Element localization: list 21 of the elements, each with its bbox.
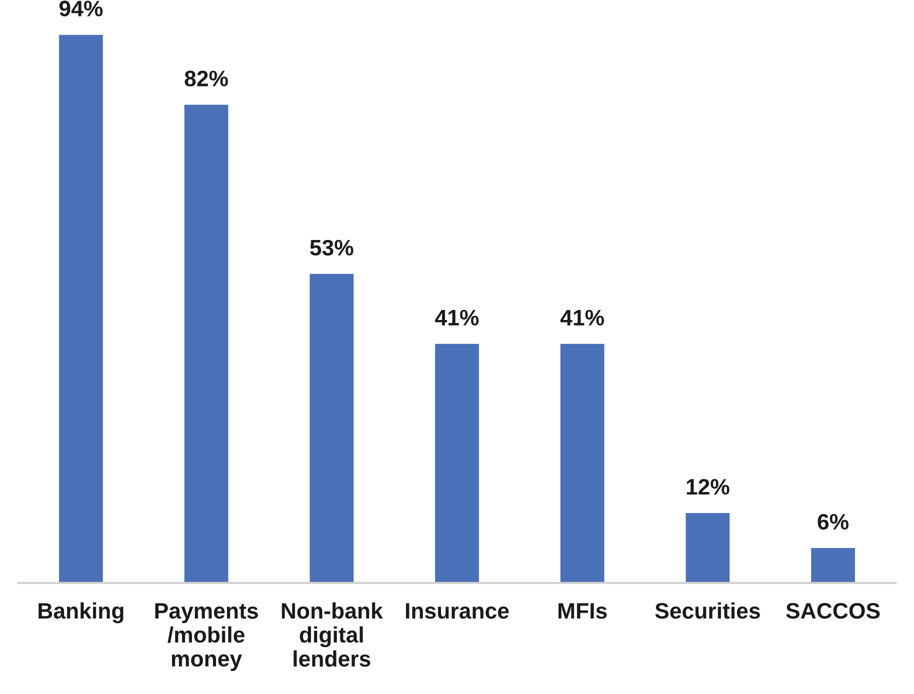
data-label: 82% (184, 70, 228, 86)
x-tick-label: Banking (38, 602, 124, 624)
bar (811, 548, 855, 583)
data-label: 94% (59, 0, 103, 16)
bar (560, 344, 604, 583)
bar (310, 274, 354, 583)
bar (59, 34, 103, 583)
x-tick-label: Insurance (406, 603, 509, 619)
bar (435, 344, 479, 583)
x-tick-label: Securities (655, 602, 760, 619)
x-tick-label: MFIs (558, 603, 607, 619)
x-tick-label: Non-bank digital lenders (282, 602, 383, 667)
data-label: 41% (560, 310, 604, 326)
data-label: 53% (310, 240, 354, 256)
data-label: 6% (818, 514, 849, 530)
x-tick-label: Payments /mobile money (155, 603, 258, 671)
bar (184, 104, 228, 583)
data-label: 41% (435, 310, 479, 326)
data-label: 12% (686, 478, 730, 495)
bar (686, 512, 730, 583)
x-tick-label: SACCOS (786, 602, 880, 619)
